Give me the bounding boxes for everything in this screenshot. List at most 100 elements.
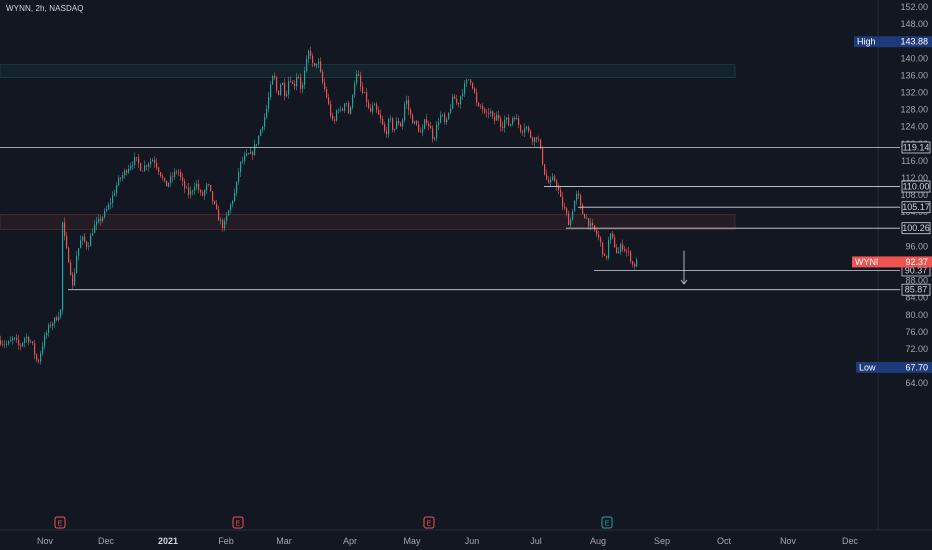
x-tick-label: Aug — [590, 536, 606, 546]
candle-body — [542, 148, 544, 165]
candle-body — [286, 94, 288, 96]
candle-body — [556, 180, 558, 187]
high-value: 143.88 — [900, 37, 928, 47]
candle-body — [504, 119, 506, 128]
earnings-marker-icon[interactable] — [232, 516, 244, 529]
candle-body — [54, 317, 56, 324]
candle-body — [636, 259, 638, 267]
candle-body — [410, 109, 412, 115]
candle-body — [170, 176, 172, 183]
candle-body — [428, 123, 430, 127]
candle-body — [538, 139, 540, 140]
candle-body — [180, 172, 182, 177]
x-tick-label: Jul — [530, 536, 542, 546]
candle-body — [248, 153, 250, 155]
last-price-tag — [852, 256, 878, 268]
candle-body — [472, 83, 474, 89]
candle-body — [432, 128, 434, 139]
candle-body — [594, 225, 596, 231]
candle-body — [74, 272, 76, 286]
candle-body — [90, 235, 92, 247]
x-tick-label: Dec — [98, 536, 115, 546]
level-label: 85.87 — [905, 285, 928, 295]
candle-body — [96, 221, 98, 225]
candle-body — [564, 206, 566, 209]
candle-body — [150, 161, 152, 165]
candle-body — [34, 343, 36, 355]
candle-body — [618, 251, 620, 254]
candle-body — [12, 338, 14, 341]
candle-body — [310, 50, 312, 56]
candle-body — [532, 137, 534, 142]
earnings-marker-icon[interactable] — [601, 516, 613, 529]
candle-body — [118, 177, 120, 186]
candle-body — [260, 130, 262, 136]
candle-body — [482, 106, 484, 110]
candle-body — [622, 244, 624, 250]
high-tag — [854, 36, 878, 48]
candle-body — [402, 120, 404, 127]
candles — [0, 46, 638, 365]
candle-body — [172, 176, 174, 178]
y-tick-label: 112.00 — [901, 173, 928, 183]
candle-body — [516, 118, 518, 120]
candle-body — [38, 360, 40, 362]
candle-body — [156, 162, 158, 168]
candle-body — [176, 171, 178, 173]
candle-body — [442, 114, 444, 116]
candle-body — [526, 126, 528, 129]
candle-body — [576, 193, 578, 201]
candle-body — [398, 121, 400, 124]
candle-body — [224, 220, 226, 229]
y-tick-label: 140.00 — [900, 53, 928, 63]
candle-body — [608, 239, 610, 258]
candle-body — [384, 124, 386, 132]
candle-body — [486, 112, 488, 114]
candle-body — [600, 237, 602, 243]
y-tick-label: 96.00 — [905, 241, 928, 251]
earnings-marker-icon[interactable] — [54, 516, 66, 529]
x-tick-label: Feb — [218, 536, 234, 546]
candle-body — [452, 96, 454, 109]
candle-body — [596, 230, 598, 235]
candle-body — [554, 176, 556, 181]
candle-body — [444, 114, 446, 123]
candle-body — [440, 115, 442, 123]
y-tick-label: 64.00 — [905, 378, 928, 388]
candle-body — [8, 341, 10, 344]
candle-body — [382, 118, 384, 125]
candle-body — [128, 168, 130, 173]
candle-body — [166, 180, 168, 187]
candle-body — [352, 95, 354, 108]
candle-body — [148, 164, 150, 167]
candle-body — [536, 137, 538, 140]
candle-body — [160, 172, 162, 177]
candle-body — [24, 338, 26, 343]
y-tick-label: 136.00 — [900, 70, 928, 80]
candle-body — [142, 170, 144, 172]
candle-body — [82, 236, 84, 241]
y-tick-label: 128.00 — [900, 105, 928, 115]
zone-resistance — [0, 64, 736, 78]
candle-body — [560, 189, 562, 197]
candle-body — [222, 220, 224, 229]
candle-body — [628, 251, 630, 253]
y-tick-label: 76.00 — [905, 327, 928, 337]
earnings-marker-icon[interactable] — [423, 516, 435, 529]
candle-body — [338, 110, 340, 111]
candle-body — [154, 160, 156, 163]
candle-body — [110, 202, 112, 205]
candle-body — [592, 222, 594, 226]
candle-body — [124, 170, 126, 176]
candle-body — [474, 88, 476, 93]
candle-body — [254, 144, 256, 155]
candle-body — [518, 118, 520, 125]
candle-body — [46, 332, 48, 336]
candle-body — [612, 233, 614, 238]
candle-body — [332, 115, 334, 120]
candle-body — [358, 74, 360, 76]
candle-body — [374, 104, 376, 106]
candle-body — [68, 247, 70, 263]
candle-body — [360, 75, 362, 87]
